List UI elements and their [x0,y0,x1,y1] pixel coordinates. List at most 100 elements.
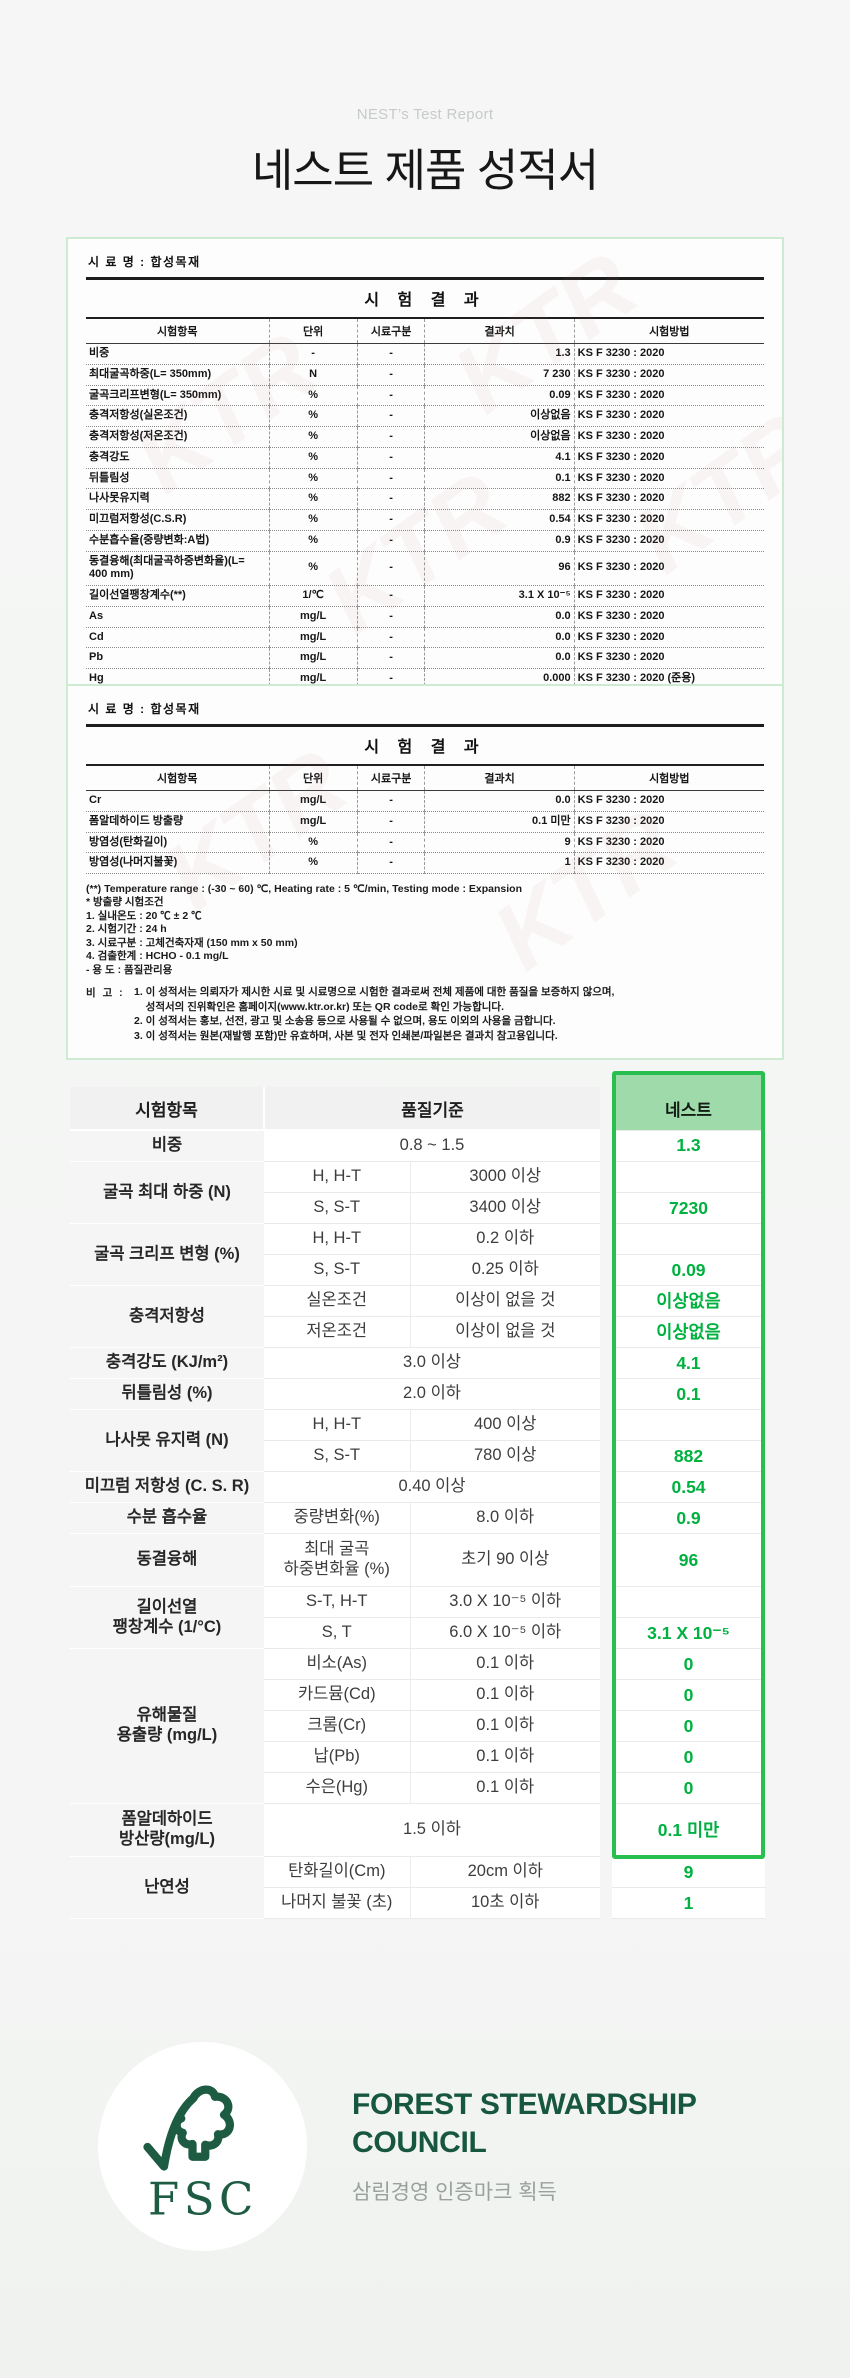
nest-value-cell: 0 [612,1648,765,1680]
row-flame-retardancy-2: 나머지 불꽃 (초) 10초 이하 1 [70,1887,765,1919]
nest-value-cell: 0.54 [612,1471,765,1503]
row-moisture-absorption: 수분 흡수율 중량변화(%) 8.0 이하 0.9 [70,1502,765,1534]
standard-cell: 2.0 이하 [264,1378,600,1410]
result-cell: 4.1 [424,447,575,469]
row-bending-creep: 굴곡 크리프 변형 (%) H, H-T 0.2 이하 [70,1223,765,1286]
result-cell: 7 230 [424,364,575,386]
col-result: 결과치 [424,764,575,791]
divider [86,724,764,727]
nest-value-cell: 3.1 X 10⁻⁵ [612,1617,765,1649]
method-cell: KS F 3230 : 2020 [573,852,764,874]
condition-cell: 비소(As) [264,1648,410,1680]
result-cell: 0.0 [424,627,575,649]
col-test-item: 시험항목 [86,317,270,344]
result-cell: 0.9 [424,530,575,552]
col-unit: 단위 [268,317,358,344]
division-cell: - [356,530,425,552]
column-gap [600,1742,612,1773]
standard-cell: 이상이 없을 것 [409,1316,600,1348]
division-cell: - [356,832,425,854]
test-item-cell: 비중 [86,343,270,365]
method-cell: KS F 3230 : 2020 [573,364,764,386]
row-warping: 뒤틀림성 (%) 2.0 이하 0.1 [70,1378,765,1410]
standard-cell: 3.0 이상 [264,1347,600,1379]
test-item-cell: 미끄럼저항성(C.S.R) [86,509,270,531]
standard-cell: 0.8 ~ 1.5 [264,1130,600,1162]
unit-cell: % [268,405,358,427]
division-cell: - [356,790,425,812]
condition-cell: S, S-T [264,1192,410,1224]
result-cell: 9 [424,832,575,854]
method-cell: KS F 3230 : 2020 [573,811,764,833]
doc-table-row: 수분흡수율(중량변화:A법) % - 0.9 KS F 3230 : 2020 [86,530,764,552]
remarks-block: 비 고 : 1. 이 성적서는 의뢰자가 제시한 시료 및 시료명으로 시험한 … [86,985,764,1044]
item-cell: 비중 [70,1130,264,1162]
nest-value-cell [612,1223,765,1255]
nest-highlight-top [616,1075,761,1087]
nest-value-cell: 1.3 [612,1130,765,1162]
sample-name-label: 시 료 명 : 합성목재 [88,255,201,269]
comparison-table: 시험항목 품질기준 네스트 비중 0.8 ~ 1.5 1.3 굴곡 최대 하중 … [70,1087,765,1919]
item-cell: 충격강도 (KJ/m²) [70,1347,264,1379]
item-cell: 충격저항성 [70,1285,264,1348]
unit-cell: % [268,852,358,874]
condition-cell: 중량변화(%) [264,1502,410,1534]
row-bending-creep-2: S, S-T 0.25 이하 0.09 [70,1254,765,1286]
column-gap [600,1857,612,1888]
standard-cell: 400 이상 [409,1409,600,1441]
doc-table-row: Cr mg/L - 0.0 KS F 3230 : 2020 [86,790,764,812]
header-test-item: 시험항목 [70,1087,265,1131]
division-cell: - [356,488,425,510]
header-nest: 네스트 [612,1087,765,1131]
fsc-caption: 삼림경영 인증마크 획득 [352,2181,557,2204]
unit-cell: % [268,551,358,586]
test-item-cell: As [86,606,270,628]
doc-table-row: Pb mg/L - 0.0 KS F 3230 : 2020 [86,647,764,669]
fsc-heading: FOREST STEWARDSHIP COUNCIL [352,2086,697,2162]
result-cell: 1 [424,852,575,874]
condition-cell: S, T [264,1617,410,1649]
doc-table-row: 동결융해(최대굴곡하중변화율)(L= 400 mm) % - 96 KS F 3… [86,551,764,586]
condition-cell: 나머지 불꽃 (초) [264,1887,410,1919]
method-cell: KS F 3230 : 2020 [573,509,764,531]
result-cell: 882 [424,488,575,510]
standard-cell: 0.1 이하 [409,1648,600,1680]
nest-value-cell: 0.09 [612,1254,765,1286]
test-item-cell: 방염성(나머지불꽃) [86,852,270,874]
condition-cell: S, S-T [264,1254,410,1286]
row-screw-holding-2: S, S-T 780 이상 882 [70,1440,765,1472]
condition-cell: 탄화길이(Cm) [264,1856,410,1888]
standard-cell: 0.1 이하 [409,1679,600,1711]
test-report-doc-2: KTR KTR 시 료 명 : 합성목재 시 험 결 과 시험항목 단위 시료구… [66,684,784,1060]
nest-value-cell: 7230 [612,1192,765,1224]
col-sample-division: 시료구분 [356,764,425,791]
method-cell: KS F 3230 : 2020 [573,385,764,407]
method-cell: KS F 3230 : 2020 [573,447,764,469]
division-cell: - [356,509,425,531]
note-line: 2. 시험기간 : 24 h [86,923,167,936]
column-gap [600,1410,612,1441]
row-hazardous-substances-3: 크롬(Cr) 0.1 이하 0 [70,1710,765,1742]
doc2-results-table: 시험항목 단위 시료구분 결과치 시험방법 Cr mg/L - 0.0 KS F… [86,764,764,874]
unit-cell: mg/L [268,647,358,669]
condition-cell: 실온조건 [264,1285,410,1317]
item-cell: 폼알데하이드 방산량(mg/L) [70,1803,264,1857]
standard-cell: 초기 90 이상 [409,1533,600,1587]
division-cell: - [356,585,425,607]
unit-cell: % [268,447,358,469]
nest-value-cell: 이상없음 [612,1316,765,1348]
row-thermal-expansion-2: S, T 6.0 X 10⁻⁵ 이하 3.1 X 10⁻⁵ [70,1617,765,1649]
standard-cell: 0.1 이하 [409,1710,600,1742]
column-gap [600,1162,612,1193]
division-cell: - [356,385,425,407]
note-line: 3. 시료구분 : 고체건축자재 (150 mm x 50 mm) [86,936,298,949]
row-max-bending-load: 굴곡 최대 하중 (N) H, H-T 3000 이상 [70,1161,765,1224]
unit-cell: % [268,832,358,854]
unit-cell: mg/L [268,811,358,833]
unit-cell: % [268,509,358,531]
standard-cell: 이상이 없을 것 [409,1285,600,1317]
unit-cell: 1/℃ [268,585,358,607]
nest-value-cell: 0.1 [612,1378,765,1410]
row-freeze-thaw: 동결융해 최대 굴곡 하중변화율 (%) 초기 90 이상 96 [70,1533,765,1587]
item-cell: 미끄럼 저항성 (C. S. R) [70,1471,264,1503]
